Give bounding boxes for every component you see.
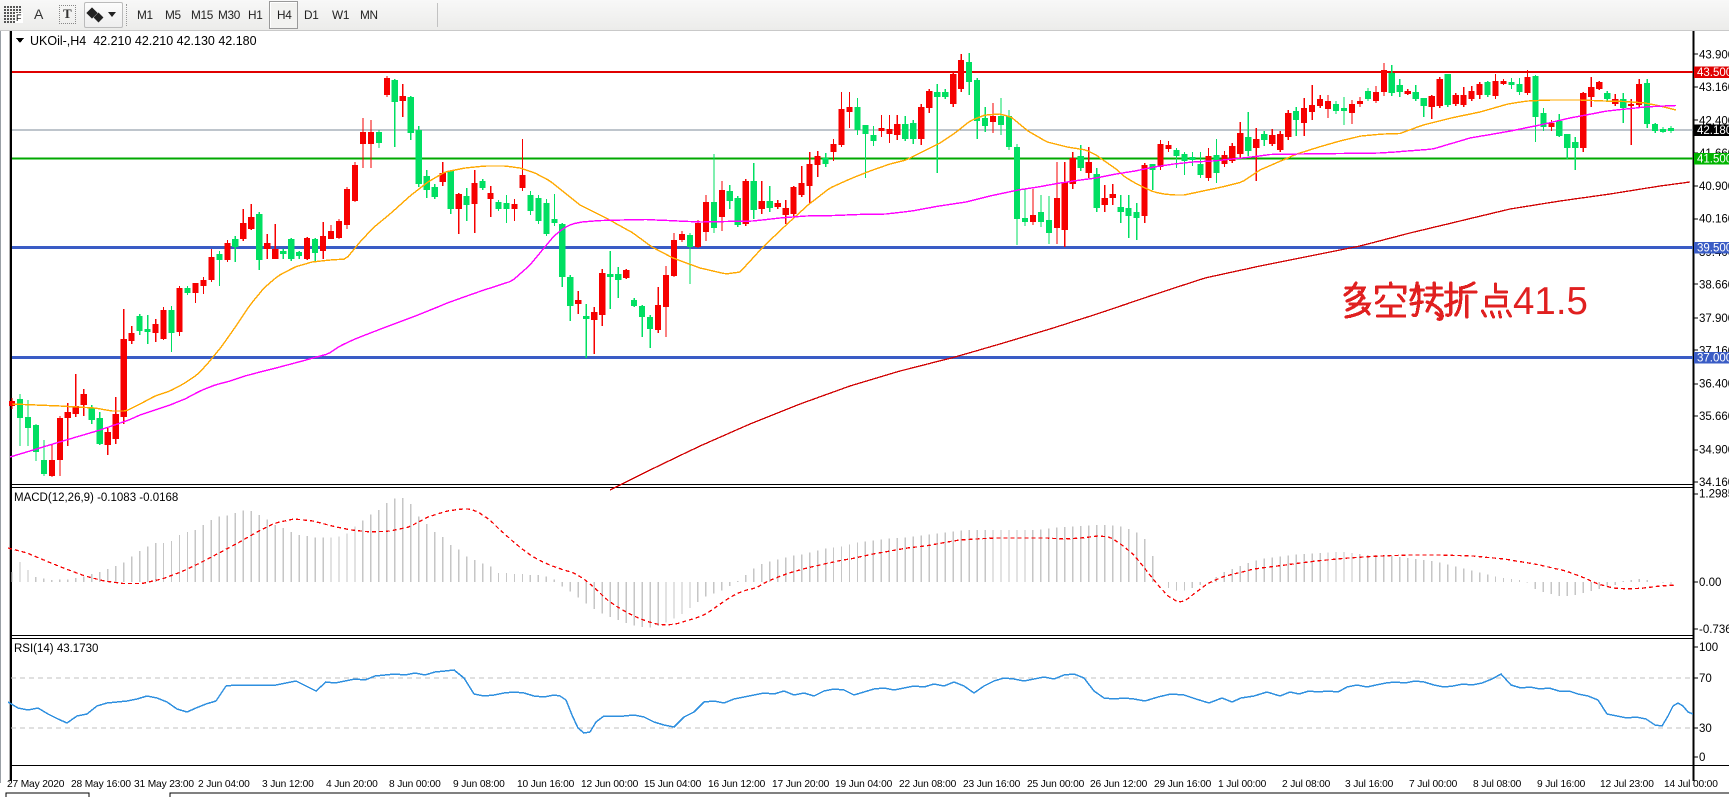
svg-text:MACD(12,26,9) -0.1083 -0.0168: MACD(12,26,9) -0.1083 -0.0168 [14,492,178,504]
svg-text:16 Jun 12:00: 16 Jun 12:00 [708,779,766,790]
svg-text:34.160: 34.160 [1699,477,1729,489]
svg-text:1.2985: 1.2985 [1699,489,1729,501]
svg-text:30: 30 [1699,723,1712,735]
svg-text:36.400: 36.400 [1699,379,1729,391]
svg-text:22 Jun 08:00: 22 Jun 08:00 [899,779,957,790]
svg-text:8 Jun 00:00: 8 Jun 00:00 [389,779,441,790]
svg-text:-0.7362: -0.7362 [1699,624,1729,636]
svg-text:37.900: 37.900 [1699,313,1729,325]
svg-text:100: 100 [1699,642,1718,654]
svg-text:RSI(14) 43.1730: RSI(14) 43.1730 [14,643,98,655]
svg-text:3 Jul 16:00: 3 Jul 16:00 [1345,779,1394,790]
svg-text:9 Jul 16:00: 9 Jul 16:00 [1537,779,1586,790]
svg-text:40.900: 40.900 [1699,181,1729,193]
svg-text:40.160: 40.160 [1699,214,1729,226]
svg-text:37.000: 37.000 [1697,353,1729,365]
svg-text:2 Jun 04:00: 2 Jun 04:00 [198,779,250,790]
svg-text:26 Jun 12:00: 26 Jun 12:00 [1090,779,1148,790]
svg-text:42.400: 42.400 [1699,115,1729,127]
svg-text:42.180: 42.180 [1697,125,1729,137]
svg-text:35.660: 35.660 [1699,411,1729,423]
svg-text:14 Jul 00:00: 14 Jul 00:00 [1664,779,1718,790]
svg-text:29 Jun 16:00: 29 Jun 16:00 [1154,779,1212,790]
svg-text:43.900: 43.900 [1699,50,1729,62]
svg-text:15 Jun 04:00: 15 Jun 04:00 [644,779,702,790]
svg-text:27 May 2020: 27 May 2020 [7,779,65,790]
svg-text:0.00: 0.00 [1699,577,1721,589]
svg-text:10 Jun 16:00: 10 Jun 16:00 [517,779,575,790]
svg-text:UKOil-,H4 42.210 42.210 42.13: UKOil-,H4 42.210 42.210 42.130 42.180 [30,34,257,48]
svg-text:41.5: 41.5 [1513,280,1588,323]
svg-text:7 Jul 00:00: 7 Jul 00:00 [1409,779,1458,790]
svg-text:12 Jun 00:00: 12 Jun 00:00 [581,779,639,790]
svg-text:4 Jun 20:00: 4 Jun 20:00 [326,779,378,790]
svg-text:8 Jul 08:00: 8 Jul 08:00 [1473,779,1522,790]
svg-text:23 Jun 16:00: 23 Jun 16:00 [963,779,1021,790]
svg-text:41.500: 41.500 [1697,154,1729,166]
svg-text:9 Jun 08:00: 9 Jun 08:00 [453,779,505,790]
svg-text:12 Jul 23:00: 12 Jul 23:00 [1600,779,1654,790]
svg-text:25 Jun 00:00: 25 Jun 00:00 [1027,779,1085,790]
svg-text:43.160: 43.160 [1699,82,1729,94]
svg-text:28 May 16:00: 28 May 16:00 [71,779,131,790]
svg-text:2 Jul 08:00: 2 Jul 08:00 [1282,779,1331,790]
svg-text:38.660: 38.660 [1699,280,1729,292]
svg-text:1 Jul 00:00: 1 Jul 00:00 [1218,779,1267,790]
svg-text:39.500: 39.500 [1697,243,1729,255]
svg-text:3 Jun 12:00: 3 Jun 12:00 [262,779,314,790]
svg-text:34.900: 34.900 [1699,445,1729,457]
svg-text:31 May 23:00: 31 May 23:00 [134,779,194,790]
svg-text:43.500: 43.500 [1697,67,1729,79]
svg-text:17 Jun 20:00: 17 Jun 20:00 [772,779,830,790]
svg-text:19 Jun 04:00: 19 Jun 04:00 [835,779,893,790]
svg-text:70: 70 [1699,673,1712,685]
svg-text:0: 0 [1699,752,1705,764]
